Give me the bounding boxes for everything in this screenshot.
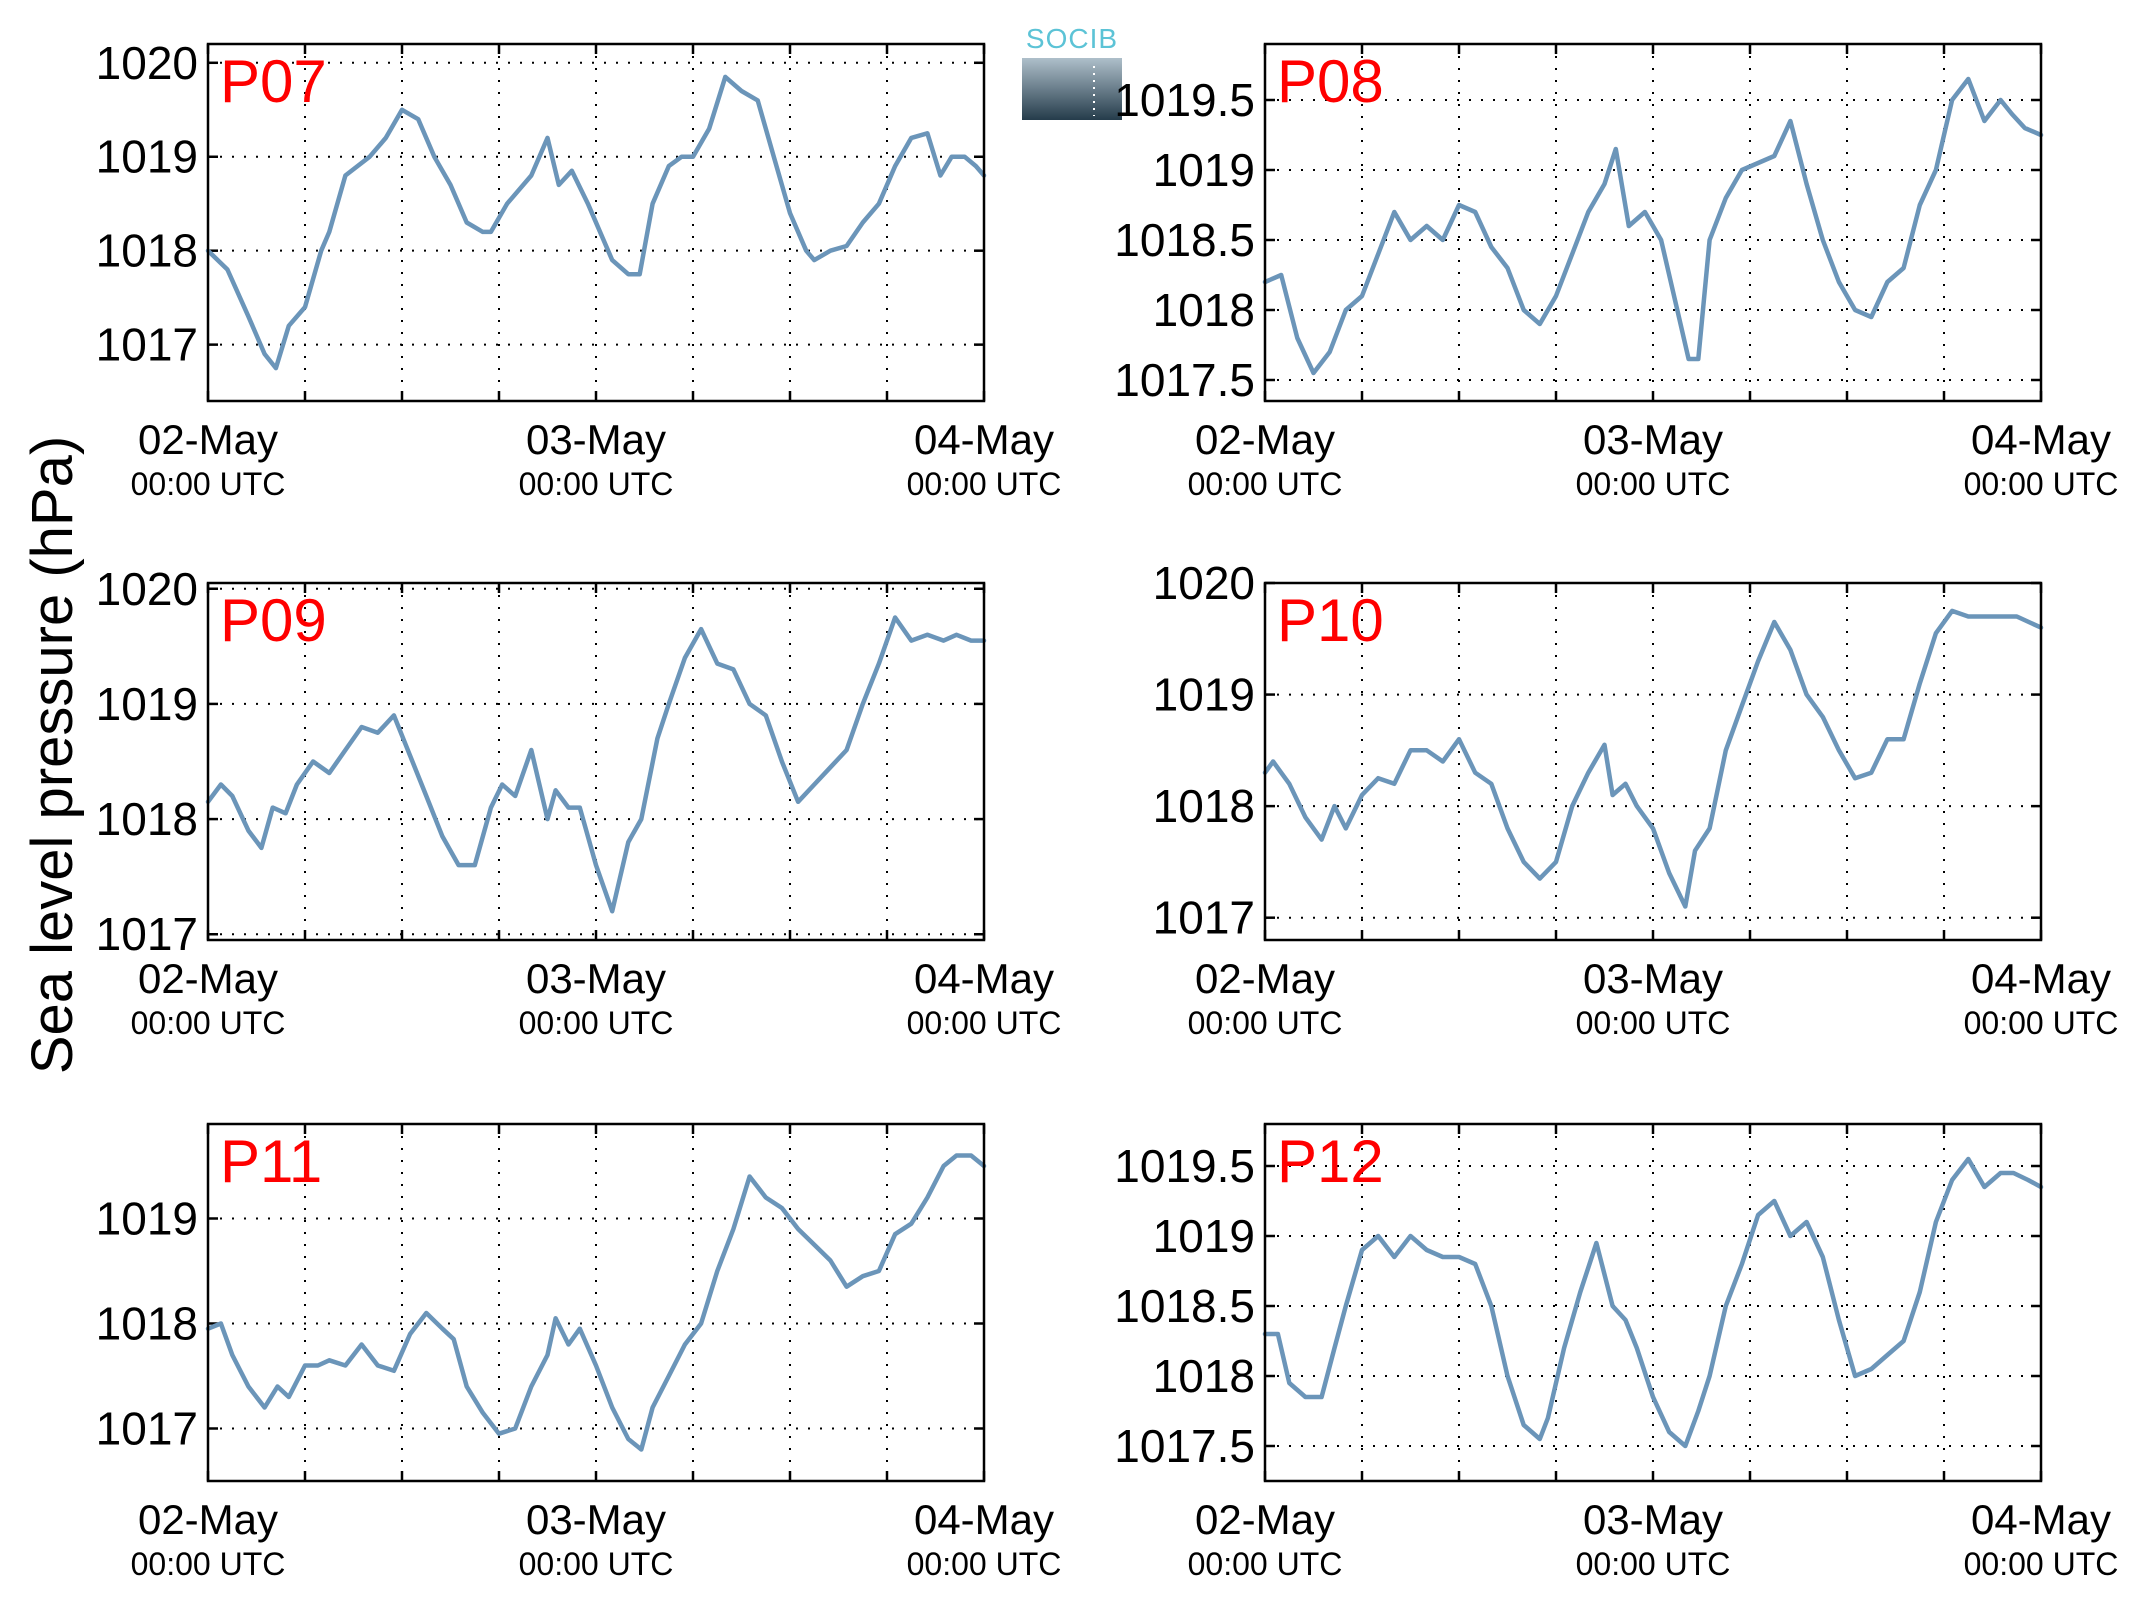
panel-label: P12 (1277, 1128, 1384, 1195)
x-tick-time-label: 00:00 UTC (907, 1546, 1062, 1582)
x-tick-time-label: 00:00 UTC (1964, 1005, 2119, 1041)
y-tick-label: 1018.5 (1114, 1280, 1255, 1332)
y-tick-label: 1017.5 (1114, 354, 1255, 406)
x-tick-date-label: 04-May (914, 416, 1054, 463)
y-tick-label: 1018 (1153, 1350, 1255, 1402)
y-tick-label: 1017 (1153, 892, 1255, 944)
x-tick-time-label: 00:00 UTC (1576, 466, 1731, 502)
y-tick-label: 1018 (96, 1298, 198, 1350)
socib-logo-block (1022, 58, 1122, 120)
x-tick-date-label: 03-May (526, 416, 666, 463)
pressure-series-line (1262, 608, 2044, 909)
y-tick-label: 1020 (1153, 557, 1255, 609)
y-tick-label: 1019 (1153, 1210, 1255, 1262)
y-tick-label: 1019.5 (1114, 74, 1255, 126)
y-tick-label: 1017 (96, 1403, 198, 1455)
socib-logo: SOCIB (1022, 23, 1122, 120)
y-tick-label: 1019 (1153, 669, 1255, 721)
pressure-series-line (205, 74, 987, 371)
y-tick-label: 1018 (1153, 284, 1255, 336)
y-tick-label: 1020 (96, 563, 198, 615)
y-tick-label: 1019 (96, 1193, 198, 1245)
x-tick-time-label: 00:00 UTC (1188, 1546, 1343, 1582)
plot-frame (206, 1122, 986, 1483)
x-tick-date-label: 04-May (914, 955, 1054, 1002)
x-tick-date-label: 02-May (138, 1496, 278, 1543)
plot-frame (1263, 42, 2043, 403)
plot-frame (1263, 581, 2043, 942)
pressure-series-line (205, 615, 987, 914)
x-tick-time-label: 00:00 UTC (131, 1005, 286, 1041)
pressure-series-line (205, 1153, 987, 1452)
socib-logo-text: SOCIB (1026, 23, 1118, 54)
panel-label: P07 (220, 48, 327, 115)
y-tick-label: 1017 (96, 319, 198, 371)
y-tick-label: 1019 (1153, 144, 1255, 196)
x-tick-date-label: 04-May (1971, 416, 2111, 463)
x-tick-time-label: 00:00 UTC (1576, 1546, 1731, 1582)
y-tick-label: 1019 (96, 131, 198, 183)
x-tick-time-label: 00:00 UTC (131, 466, 286, 502)
panel-label: P11 (220, 1128, 322, 1195)
plot-frame (206, 42, 986, 403)
y-tick-label: 1018 (1153, 780, 1255, 832)
x-tick-time-label: 00:00 UTC (1964, 466, 2119, 502)
x-tick-date-label: 03-May (1583, 1496, 1723, 1543)
y-tick-label: 1020 (96, 37, 198, 89)
panel-label: P10 (1277, 587, 1384, 654)
pressure-series-line (1262, 76, 2044, 376)
x-tick-time-label: 00:00 UTC (1188, 466, 1343, 502)
plot-frame (206, 581, 986, 942)
plot-frame (1263, 1122, 2043, 1483)
x-tick-date-label: 03-May (1583, 416, 1723, 463)
y-tick-label: 1019 (96, 678, 198, 730)
x-tick-date-label: 02-May (1195, 1496, 1335, 1543)
x-tick-date-label: 04-May (1971, 955, 2111, 1002)
y-tick-label: 1018.5 (1114, 214, 1255, 266)
panel-label: P08 (1277, 48, 1384, 115)
y-tick-label: 1018 (96, 793, 198, 845)
x-tick-time-label: 00:00 UTC (907, 466, 1062, 502)
x-tick-time-label: 00:00 UTC (519, 1005, 674, 1041)
x-tick-date-label: 02-May (1195, 955, 1335, 1002)
x-tick-time-label: 00:00 UTC (519, 1546, 674, 1582)
x-tick-date-label: 03-May (1583, 955, 1723, 1002)
x-tick-time-label: 00:00 UTC (1576, 1005, 1731, 1041)
x-tick-date-label: 04-May (1971, 1496, 2111, 1543)
x-tick-time-label: 00:00 UTC (519, 466, 674, 502)
x-tick-date-label: 02-May (138, 955, 278, 1002)
x-tick-date-label: 02-May (138, 416, 278, 463)
x-tick-time-label: 00:00 UTC (131, 1546, 286, 1582)
y-tick-label: 1019.5 (1114, 1140, 1255, 1192)
x-tick-date-label: 03-May (526, 955, 666, 1002)
pressure-series-line (1262, 1156, 2044, 1449)
x-tick-date-label: 03-May (526, 1496, 666, 1543)
x-tick-time-label: 00:00 UTC (907, 1005, 1062, 1041)
y-tick-label: 1018 (96, 225, 198, 277)
figure-y-axis-label: Sea level pressure (hPa) (20, 436, 85, 1074)
x-tick-date-label: 04-May (914, 1496, 1054, 1543)
x-tick-date-label: 02-May (1195, 416, 1335, 463)
y-tick-label: 1017.5 (1114, 1420, 1255, 1472)
x-tick-time-label: 00:00 UTC (1188, 1005, 1343, 1041)
panel-label: P09 (220, 587, 327, 654)
y-tick-label: 1017 (96, 908, 198, 960)
x-tick-time-label: 00:00 UTC (1964, 1546, 2119, 1582)
